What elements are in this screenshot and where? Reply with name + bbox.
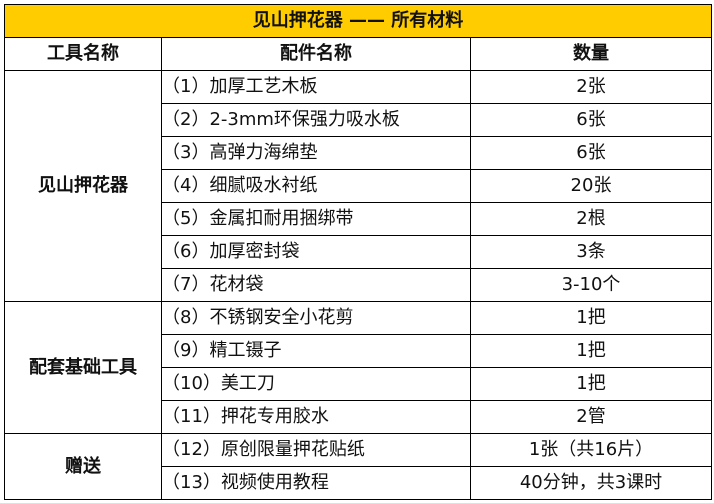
header-tool-name[interactable]: 工具名称 xyxy=(4,37,162,71)
qty-cell[interactable]: 6张 xyxy=(470,136,712,170)
qty-cell[interactable]: 2管 xyxy=(470,400,712,434)
part-cell[interactable]: （8）不锈钢安全小花剪 xyxy=(161,301,471,335)
part-cell[interactable]: （4）细腻吸水衬纸 xyxy=(161,169,471,203)
qty-cell[interactable]: 1把 xyxy=(470,367,712,401)
table-row: （5）金属扣耐用捆绑带 2根 xyxy=(5,202,712,236)
table-title[interactable]: 见山押花器 —— 所有材料 xyxy=(4,4,712,38)
materials-table: 见山押花器 —— 所有材料 工具名称 配件名称 数量 见山押花器 （1）加厚工艺… xyxy=(4,4,712,500)
table-row: 配套基础工具 （8）不锈钢安全小花剪 1把 xyxy=(4,301,712,434)
table-row: （4）细腻吸水衬纸 20张 xyxy=(5,169,712,203)
part-cell[interactable]: （11）押花专用胶水 xyxy=(161,400,471,434)
group-cell-pressing-kit[interactable]: 见山押花器 xyxy=(4,70,162,302)
qty-cell[interactable]: 6张 xyxy=(470,103,712,137)
title-row: 见山押花器 —— 所有材料 xyxy=(4,4,712,38)
part-cell[interactable]: （1）加厚工艺木板 xyxy=(161,70,471,104)
group-cell-basic-tools[interactable]: 配套基础工具 xyxy=(4,301,162,434)
qty-cell[interactable]: 3-10个 xyxy=(470,268,712,302)
table-row: （10）美工刀 1把 xyxy=(5,367,712,401)
qty-cell[interactable]: 40分钟，共3课时 xyxy=(470,466,712,500)
part-cell[interactable]: （9）精工镊子 xyxy=(161,334,471,368)
part-cell[interactable]: （3）高弹力海绵垫 xyxy=(161,136,471,170)
table-row: （3）高弹力海绵垫 6张 xyxy=(5,136,712,170)
qty-cell[interactable]: 1把 xyxy=(470,334,712,368)
table-row: （6）加厚密封袋 3条 xyxy=(5,235,712,269)
part-cell[interactable]: （7）花材袋 xyxy=(161,268,471,302)
part-cell[interactable]: （13）视频使用教程 xyxy=(161,466,471,500)
header-part-name[interactable]: 配件名称 xyxy=(161,37,471,71)
part-cell[interactable]: （6）加厚密封袋 xyxy=(161,235,471,269)
group-cell-gifts[interactable]: 赠送 xyxy=(4,433,162,500)
qty-cell[interactable]: 2根 xyxy=(470,202,712,236)
table-row: 赠送 （12）原创限量押花贴纸 1张（共16片） xyxy=(4,433,712,500)
qty-cell[interactable]: 1把 xyxy=(470,301,712,335)
header-row: 工具名称 配件名称 数量 xyxy=(4,37,712,71)
qty-cell[interactable]: 20张 xyxy=(470,169,712,203)
part-cell[interactable]: （5）金属扣耐用捆绑带 xyxy=(161,202,471,236)
table-row: （9）精工镊子 1把 xyxy=(5,334,712,368)
qty-cell[interactable]: 3条 xyxy=(470,235,712,269)
qty-cell[interactable]: 1张（共16片） xyxy=(470,433,712,467)
qty-cell[interactable]: 2张 xyxy=(470,70,712,104)
header-quantity[interactable]: 数量 xyxy=(470,37,712,71)
table-row: （2）2-3mm环保强力吸水板 6张 xyxy=(5,103,712,137)
table-row: 见山押花器 （1）加厚工艺木板 2张 xyxy=(4,70,712,302)
part-cell[interactable]: （12）原创限量押花贴纸 xyxy=(161,433,471,467)
part-cell[interactable]: （10）美工刀 xyxy=(161,367,471,401)
table-row: （13）视频使用教程 40分钟，共3课时 xyxy=(5,466,712,500)
part-cell[interactable]: （2）2-3mm环保强力吸水板 xyxy=(161,103,471,137)
